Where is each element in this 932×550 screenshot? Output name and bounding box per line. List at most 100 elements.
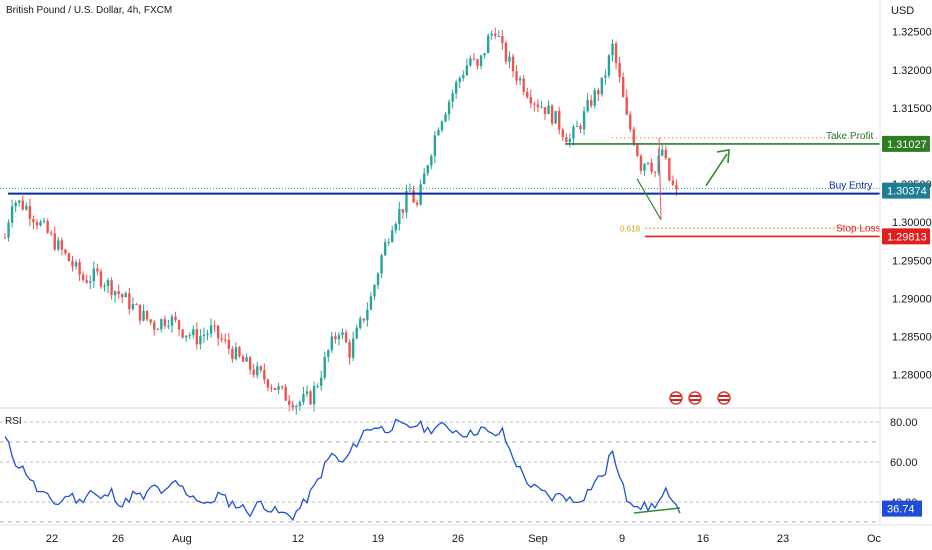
candle-body: [426, 165, 429, 174]
candle-body: [597, 90, 600, 95]
candle-body: [632, 129, 636, 145]
candle-body: [337, 335, 341, 340]
candle-body: [53, 233, 56, 250]
uk-event-icon[interactable]: [669, 391, 683, 405]
candle-body: [536, 104, 540, 108]
candle-body: [35, 222, 39, 226]
candle-body: [533, 103, 536, 105]
candle-body: [67, 253, 71, 262]
candle-body: [518, 78, 522, 81]
candle-body: [174, 316, 177, 321]
price-axis: 1.325001.320001.315001.305001.300001.295…: [882, 27, 932, 382]
stop-loss-badge: 1.29813: [887, 231, 927, 243]
pattern-leg-line: [636, 178, 662, 220]
candle-body: [646, 162, 650, 164]
fib-label: 0.618: [620, 224, 641, 233]
candle-body: [508, 56, 511, 62]
candle-body: [621, 77, 625, 98]
candle-body: [430, 155, 433, 166]
buy-entry-badge-bg: [882, 182, 930, 199]
candle-body: [437, 130, 440, 136]
candle-body: [81, 274, 85, 281]
candle-body: [188, 335, 191, 337]
candle-body: [433, 135, 437, 156]
take-profit-badge-bg: [882, 135, 930, 152]
candle-body: [14, 202, 17, 207]
candle-body: [625, 97, 628, 115]
uk-event-icon[interactable]: [717, 391, 731, 405]
chart-title: British Pound / U.S. Dollar, 4h, FXCM: [6, 5, 172, 16]
candle-body: [153, 322, 156, 330]
candle-body: [529, 96, 532, 104]
candle-body: [163, 319, 167, 326]
candle-body: [227, 339, 231, 349]
candle-body: [323, 356, 326, 378]
candle-body: [547, 105, 550, 115]
candle-body: [511, 56, 515, 72]
candle-body: [273, 388, 277, 390]
candle-body: [330, 336, 334, 351]
candle-body: [469, 58, 472, 66]
candle-body: [288, 400, 291, 405]
projection-arrow-head: [716, 148, 730, 163]
candle-body: [600, 77, 604, 95]
price-tick-label: 1.31500: [892, 103, 932, 115]
candle-body: [209, 325, 213, 334]
pattern-retrace-line: [658, 137, 662, 220]
candle-body: [131, 304, 135, 310]
candle-body: [145, 310, 149, 320]
candle-body: [7, 222, 10, 238]
candle-body: [526, 91, 529, 97]
candle-body: [462, 75, 465, 79]
candle-body: [224, 339, 227, 341]
candle-body: [64, 249, 67, 254]
candle-body: [444, 114, 447, 122]
candle-body: [256, 366, 259, 376]
candle-body: [607, 55, 611, 76]
candle-body: [195, 329, 199, 345]
candle-body: [142, 310, 145, 321]
time-tick-label: Oc: [867, 533, 882, 545]
candle-body: [121, 294, 124, 298]
candle-body: [213, 325, 216, 327]
candle-body: [401, 209, 405, 213]
candle-body: [671, 180, 675, 185]
economic-event-icons[interactable]: [669, 391, 731, 405]
candle-body: [124, 293, 127, 298]
candle-body: [312, 386, 316, 405]
candle-body: [74, 262, 78, 267]
candle-body: [117, 291, 120, 295]
candle-body: [231, 348, 234, 360]
candle-body: [359, 318, 362, 328]
candle-body: [78, 262, 81, 275]
candle-body: [355, 327, 358, 339]
candle-body: [614, 43, 618, 64]
candle-body: [57, 240, 60, 250]
candle-body: [39, 221, 42, 226]
candle-body: [639, 156, 643, 171]
candle-body: [85, 280, 88, 283]
candle-body: [383, 242, 387, 256]
candle-body: [579, 125, 582, 130]
candle-body: [10, 206, 14, 223]
candle-body: [138, 304, 142, 321]
candle-body: [497, 35, 501, 37]
price-tick-label: 1.28500: [892, 331, 932, 343]
candle-body: [369, 296, 373, 310]
candle-body: [128, 293, 131, 310]
candle-body: [319, 377, 323, 386]
rsi-value-badge-bg: [882, 500, 922, 517]
candle-body: [582, 111, 586, 130]
candle-body: [3, 237, 7, 239]
uk-event-icon[interactable]: [688, 391, 702, 405]
price-tick-label: 1.32000: [892, 65, 932, 77]
rsi-value-badge: 36.74: [887, 504, 915, 516]
candle-body: [348, 342, 351, 358]
candle-body: [543, 107, 547, 115]
candle-body: [668, 158, 671, 181]
take-profit-label: Take Profit: [826, 131, 873, 142]
candle-body: [99, 271, 103, 287]
candle-body: [184, 335, 188, 338]
candle-body: [351, 338, 355, 358]
